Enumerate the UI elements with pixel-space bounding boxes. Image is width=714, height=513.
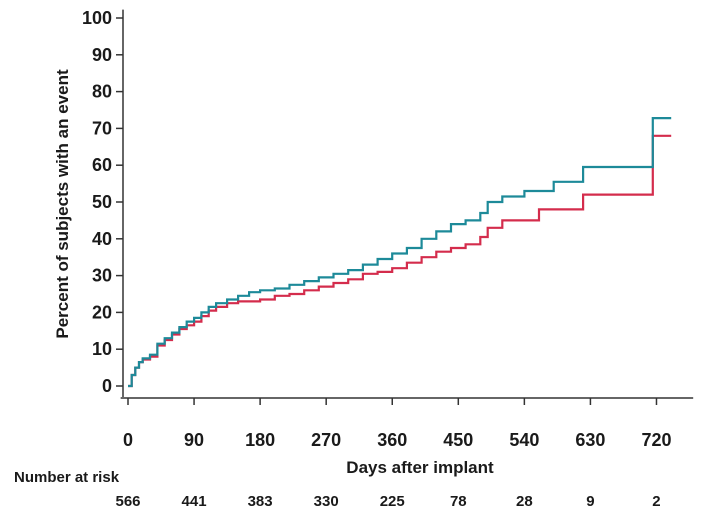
x-tick-label: 630 [575,430,605,450]
y-tick-label: 40 [92,229,112,249]
x-tick-label: 270 [311,430,341,450]
y-tick-label: 30 [92,266,112,286]
x-tick-label: 0 [123,430,133,450]
y-tick-label: 20 [92,302,112,322]
risk-value: 383 [248,493,273,510]
y-tick-label: 60 [92,155,112,175]
x-axis: 0 90 180 270 360 450 540 630 720 [120,397,694,450]
y-tick-label: 0 [102,376,112,396]
risk-value: 330 [314,493,339,510]
risk-table-title: Number at risk [14,469,120,486]
x-axis-title: Days after implant [346,458,494,477]
y-axis: 0 10 20 30 40 50 60 70 80 90 100 [82,8,124,398]
risk-value: 78 [450,493,467,510]
series-line-1 [128,134,672,388]
y-axis-title: Percent of subjects with an event [53,69,72,339]
x-tick-label: 180 [245,430,275,450]
risk-value: 441 [182,493,207,510]
risk-table-row: 566 441 383 330 225 78 28 9 2 [115,493,660,510]
y-tick-label: 100 [82,8,112,28]
y-tick-label: 90 [92,45,112,65]
y-tick-label: 80 [92,82,112,102]
x-tick-label: 360 [377,430,407,450]
risk-value: 2 [652,493,660,510]
x-tick-label: 90 [184,430,204,450]
y-tick-label: 70 [92,118,112,138]
y-tick-label: 10 [92,339,112,359]
risk-value: 566 [115,493,140,510]
risk-value: 225 [380,493,405,510]
x-tick-label: 720 [641,430,671,450]
x-tick-label: 540 [509,430,539,450]
y-tick-label: 50 [92,192,112,212]
series-line-0 [128,117,672,388]
series-layer [128,117,672,388]
risk-value: 28 [516,493,533,510]
risk-value: 9 [586,493,594,510]
x-tick-label: 450 [443,430,473,450]
